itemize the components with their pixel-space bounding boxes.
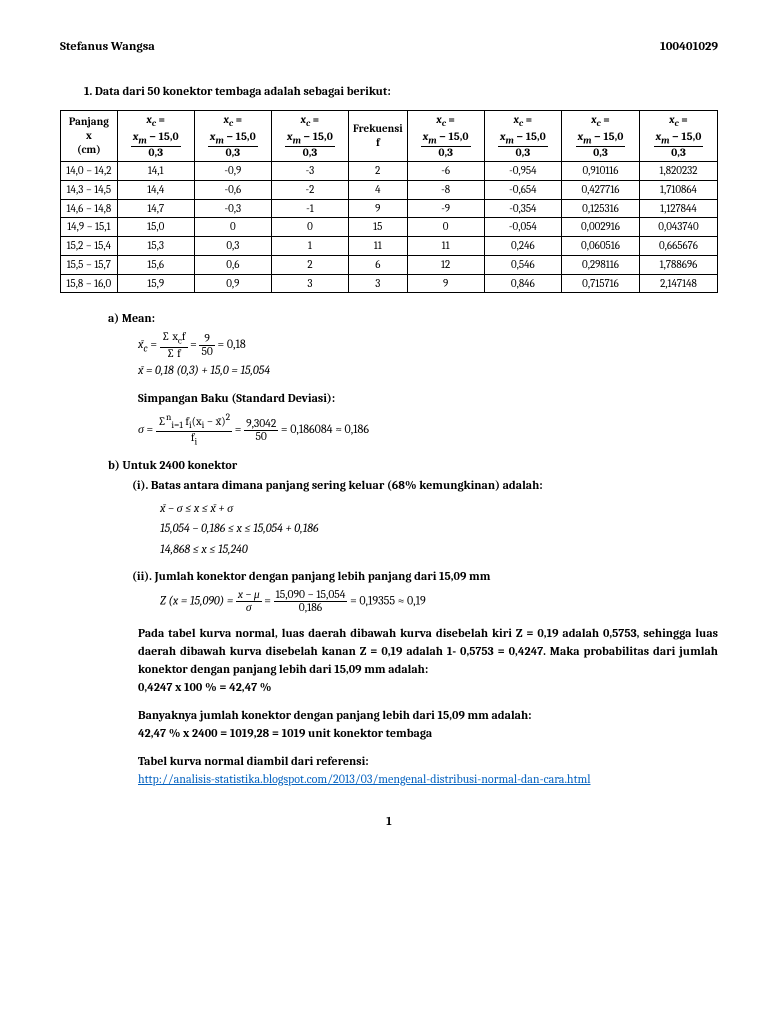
mean-equation: x̄c = ∑ xcf∑ f = 950 = 0,18 x̄ = 0,18 (0…	[138, 331, 718, 381]
explanation-2: Banyaknya jumlah konektor dengan panjang…	[138, 706, 718, 742]
table-header: Panjang x(cm)	[61, 111, 118, 162]
table-row: 14,3 − 14,514,4-0,6-24-8-0,6540,4277161,…	[61, 180, 718, 199]
explanation-1: Pada tabel kurva normal, luas daerah dib…	[138, 624, 718, 696]
part-b-label: b) Untuk 2400 konektor	[108, 458, 718, 472]
sigma-equation: σ = ∑ni=1 fi(xi − x̄)2fi = 9,304250 = 0,…	[138, 413, 718, 448]
question-title: 1. Data dari 50 konektor tembaga adalah …	[84, 84, 718, 98]
table-header: xc = xm − 15,00,3	[484, 111, 561, 162]
table-header: xc = xm − 15,00,3	[117, 111, 194, 162]
data-table: Panjang x(cm)xc = xm − 15,00,3xc = xm − …	[60, 110, 718, 293]
author-id: 100401029	[660, 40, 718, 54]
table-header: xc = xm − 15,00,3	[271, 111, 348, 162]
table-row: 14,9 − 15,115,000150-0,0540,0029160,0437…	[61, 218, 718, 237]
std-dev-heading: Simpangan Baku (Standard Deviasi):	[138, 391, 718, 405]
table-row: 14,6 − 14,814,7-0,3-19-9-0,3540,1253161,…	[61, 199, 718, 218]
table-row: 15,2 − 15,415,30,3111110,2460,0605160,66…	[61, 237, 718, 256]
part-bi-label: (i). Batas antara dimana panjang sering …	[132, 478, 718, 492]
page-number: 1	[60, 814, 718, 828]
range-equations: x̄ − σ ≤ x ≤ x̄ + σ 15,054 − 0,186 ≤ x ≤…	[160, 498, 718, 559]
reference-block: Tabel kurva normal diambil dari referens…	[138, 752, 718, 788]
part-bii-label: (ii). Jumlah konektor dengan panjang leb…	[132, 569, 718, 583]
table-row: 14,0 − 14,214,1-0,9-32-6-0,9540,9101161,…	[61, 162, 718, 181]
table-header: Frekuensif	[348, 111, 407, 162]
reference-link[interactable]: http://analisis-statistika.blogspot.com/…	[138, 772, 590, 786]
table-header: xc = xm − 15,00,3	[562, 111, 640, 162]
table-header: xc = xm − 15,00,3	[407, 111, 484, 162]
author-name: Stefanus Wangsa	[60, 40, 155, 54]
table-row: 15,8 − 16,015,90,93390,8460,7157162,1471…	[61, 274, 718, 293]
table-header: xc = xm − 15,00,3	[639, 111, 717, 162]
page-header: Stefanus Wangsa 100401029	[60, 40, 718, 54]
z-equation: Z (x = 15,090) = x − μσ = 15,090 − 15,05…	[160, 589, 718, 614]
table-header: xc = xm − 15,00,3	[194, 111, 271, 162]
part-a-label: a) Mean:	[108, 311, 718, 325]
table-row: 15,5 − 15,715,60,626120,5460,2981161,788…	[61, 255, 718, 274]
